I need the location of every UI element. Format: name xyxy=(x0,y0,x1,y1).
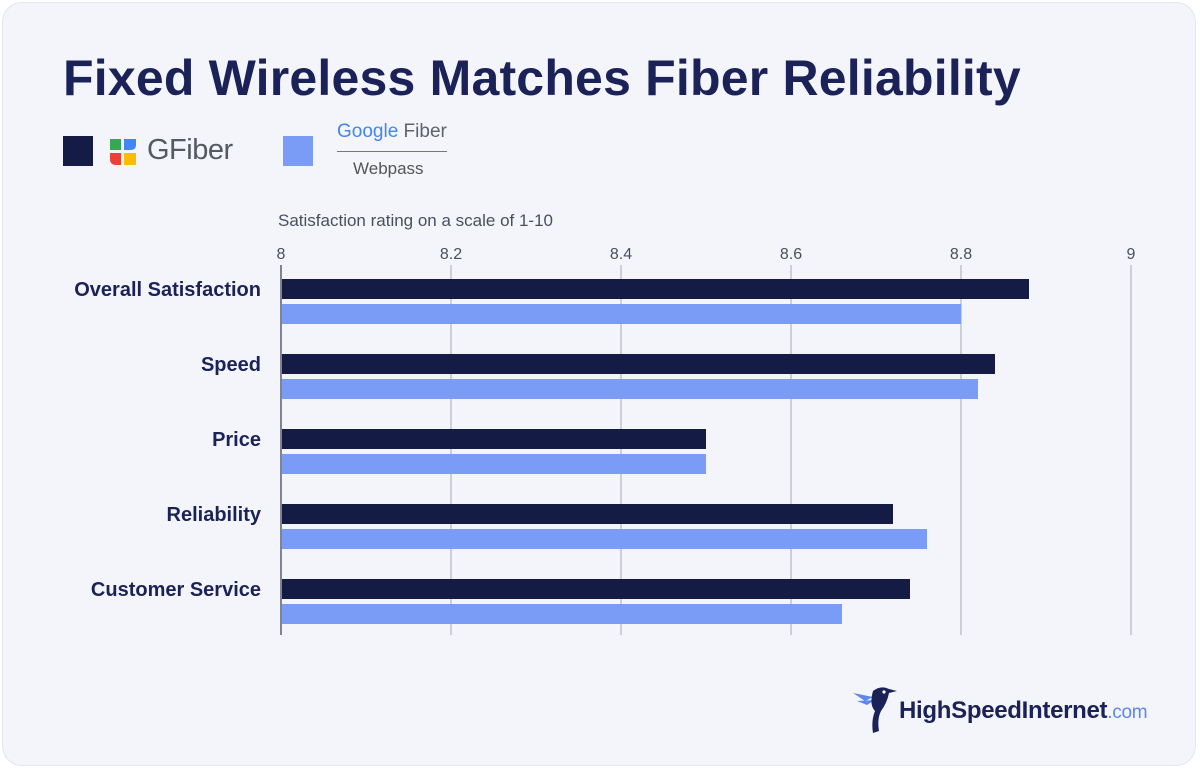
x-axis-title: Satisfaction rating on a scale of 1-10 xyxy=(278,211,553,230)
fiber-word: Fiber xyxy=(398,121,447,142)
bar-chart: 8 8.2 8.4 8.6 8.8 9 Overall Satisfaction Speed P… xyxy=(74,246,1136,635)
legend-webpass-subtitle: Webpass xyxy=(353,159,424,178)
category-label: Reliability xyxy=(167,504,262,526)
bar-webpass xyxy=(282,304,961,324)
x-tick-label: 8 xyxy=(277,246,286,263)
brand-tld: .com xyxy=(1107,702,1148,723)
legend-gfiber-label: GFiber xyxy=(147,134,233,166)
bar-gfiber xyxy=(282,429,706,449)
chart-title: Fixed Wireless Matches Fiber Reliability xyxy=(63,50,1021,106)
x-tick-label: 8.8 xyxy=(950,246,972,263)
legend-webpass: Google Fiber Webpass xyxy=(335,119,455,183)
gfiber-logo-icon xyxy=(110,139,136,165)
bar-gfiber xyxy=(282,504,893,524)
brand-wordmark: HighSpeedInternet.com xyxy=(899,697,1148,725)
brand-logo: HighSpeedInternet.com xyxy=(851,683,1171,739)
legend-swatch-gfiber xyxy=(63,136,93,166)
category-label: Price xyxy=(212,429,261,451)
bar-webpass xyxy=(282,379,978,399)
bar-webpass xyxy=(282,454,706,474)
bar-gfiber xyxy=(282,354,995,374)
bar-gfiber xyxy=(282,279,1029,299)
brand-name: HighSpeedInternet xyxy=(899,697,1108,724)
bar-gfiber xyxy=(282,579,910,599)
bar-webpass xyxy=(282,604,842,624)
category-label: Speed xyxy=(201,354,261,376)
legend-gfiber: GFiber xyxy=(107,134,247,170)
legend-webpass-title: Google Fiber xyxy=(337,121,447,143)
bar-webpass xyxy=(282,529,927,549)
category-label: Customer Service xyxy=(91,579,261,601)
hummingbird-icon xyxy=(853,687,897,733)
x-tick-label: 8.6 xyxy=(780,246,802,263)
legend-webpass-divider xyxy=(337,151,447,152)
google-wordmark: Google xyxy=(337,121,399,142)
category-label: Overall Satisfaction xyxy=(74,279,261,301)
x-tick-label: 9 xyxy=(1127,246,1136,263)
x-tick-label: 8.2 xyxy=(440,246,462,263)
legend-swatch-webpass xyxy=(283,136,313,166)
x-tick-label: 8.4 xyxy=(610,246,632,263)
